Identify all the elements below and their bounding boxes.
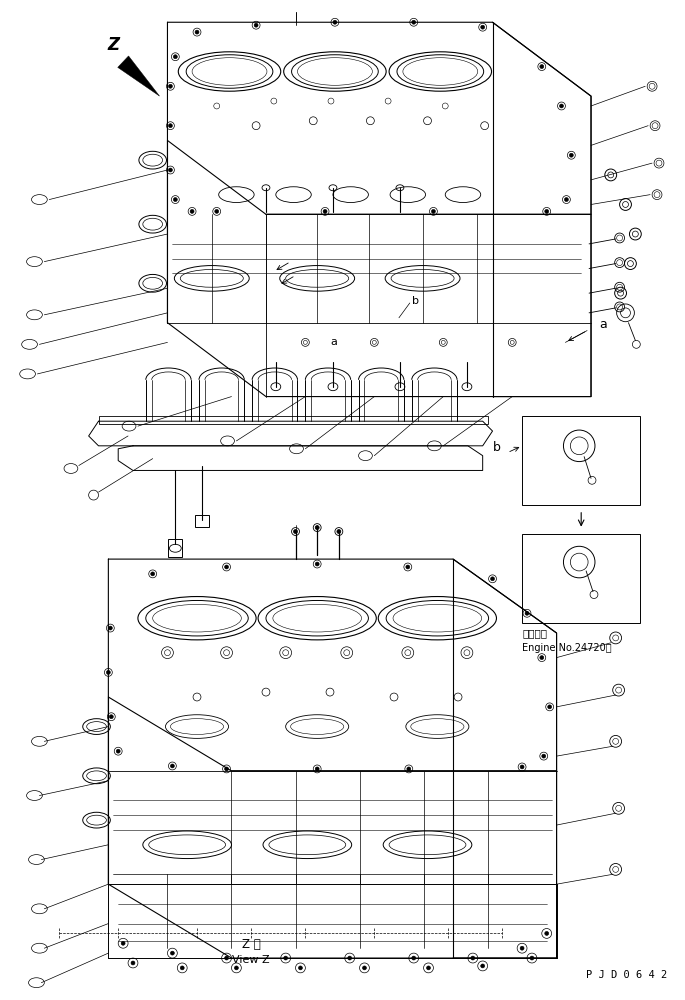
Circle shape xyxy=(348,956,351,960)
Circle shape xyxy=(234,966,238,970)
Circle shape xyxy=(299,966,302,970)
Circle shape xyxy=(542,754,546,758)
Circle shape xyxy=(110,715,113,719)
Circle shape xyxy=(530,956,534,960)
Circle shape xyxy=(121,941,125,945)
Circle shape xyxy=(471,956,475,960)
Text: a: a xyxy=(330,337,337,347)
Circle shape xyxy=(315,767,319,771)
Bar xyxy=(522,534,640,623)
Text: b: b xyxy=(493,441,501,454)
Circle shape xyxy=(525,611,529,615)
Circle shape xyxy=(284,956,288,960)
Circle shape xyxy=(362,966,366,970)
Circle shape xyxy=(131,961,135,965)
Text: Z 視: Z 視 xyxy=(242,938,260,951)
Text: View Z: View Z xyxy=(232,955,270,965)
Text: P J D 0 6 4 2: P J D 0 6 4 2 xyxy=(586,970,667,980)
Circle shape xyxy=(173,198,177,202)
Circle shape xyxy=(169,124,173,128)
Text: Engine No.24720～: Engine No.24720～ xyxy=(522,643,612,653)
Circle shape xyxy=(180,966,184,970)
Circle shape xyxy=(151,572,155,576)
Circle shape xyxy=(412,20,416,24)
Bar xyxy=(522,416,640,505)
Bar xyxy=(169,539,182,557)
Circle shape xyxy=(323,209,327,213)
Circle shape xyxy=(169,84,173,88)
Circle shape xyxy=(520,765,524,769)
Bar xyxy=(195,515,209,527)
Circle shape xyxy=(412,956,416,960)
Circle shape xyxy=(171,764,175,768)
Text: a: a xyxy=(599,318,607,331)
Circle shape xyxy=(569,153,573,157)
Circle shape xyxy=(548,705,551,709)
Circle shape xyxy=(406,565,410,569)
Bar xyxy=(99,416,488,424)
Circle shape xyxy=(315,526,319,530)
Circle shape xyxy=(225,767,229,771)
Circle shape xyxy=(173,55,177,59)
Polygon shape xyxy=(118,56,160,96)
Circle shape xyxy=(481,25,485,29)
Circle shape xyxy=(564,198,569,202)
Circle shape xyxy=(490,577,495,581)
Circle shape xyxy=(106,670,110,674)
Circle shape xyxy=(481,964,485,968)
Circle shape xyxy=(214,209,219,213)
Circle shape xyxy=(545,209,549,213)
Text: 適用号機: 適用号機 xyxy=(522,628,547,638)
Circle shape xyxy=(540,65,544,69)
Circle shape xyxy=(337,530,341,533)
Circle shape xyxy=(254,23,258,27)
Circle shape xyxy=(560,104,564,108)
Circle shape xyxy=(190,209,194,213)
Circle shape xyxy=(427,966,430,970)
Circle shape xyxy=(407,767,411,771)
Circle shape xyxy=(545,931,549,935)
Circle shape xyxy=(171,951,175,955)
Circle shape xyxy=(195,30,199,34)
Circle shape xyxy=(432,209,436,213)
Circle shape xyxy=(540,656,544,660)
Circle shape xyxy=(169,168,173,172)
Circle shape xyxy=(333,20,337,24)
Circle shape xyxy=(225,956,229,960)
Circle shape xyxy=(116,749,120,753)
Circle shape xyxy=(225,565,229,569)
Text: b: b xyxy=(412,296,419,306)
Circle shape xyxy=(108,626,112,630)
Circle shape xyxy=(520,946,524,950)
Text: Z: Z xyxy=(108,36,119,54)
Circle shape xyxy=(315,562,319,566)
Circle shape xyxy=(294,530,297,533)
